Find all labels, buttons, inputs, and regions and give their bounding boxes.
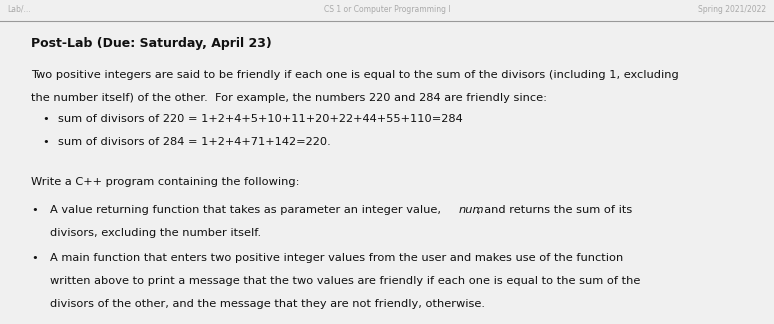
Text: •: • xyxy=(31,253,38,263)
Text: •: • xyxy=(31,205,38,215)
Text: Post-Lab (Due: Saturday, April 23): Post-Lab (Due: Saturday, April 23) xyxy=(31,37,272,50)
Text: num: num xyxy=(459,205,485,215)
Text: •: • xyxy=(43,114,50,124)
Text: sum of divisors of 220 = 1+2+4+5+10+11+20+22+44+55+110=284: sum of divisors of 220 = 1+2+4+5+10+11+2… xyxy=(58,114,463,124)
Text: Lab/...: Lab/... xyxy=(8,5,32,14)
Text: A main function that enters two positive integer values from the user and makes : A main function that enters two positive… xyxy=(50,253,624,263)
Text: CS 1 or Computer Programming I: CS 1 or Computer Programming I xyxy=(324,5,450,14)
Text: , and returns the sum of its: , and returns the sum of its xyxy=(477,205,632,215)
Text: •: • xyxy=(43,137,50,147)
Text: Write a C++ program containing the following:: Write a C++ program containing the follo… xyxy=(31,177,300,187)
Text: divisors of the other, and the message that they are not friendly, otherwise.: divisors of the other, and the message t… xyxy=(50,299,485,309)
Text: Spring 2021/2022: Spring 2021/2022 xyxy=(698,5,766,14)
Text: A value returning function that takes as parameter an integer value,: A value returning function that takes as… xyxy=(50,205,445,215)
Text: divisors, excluding the number itself.: divisors, excluding the number itself. xyxy=(50,228,262,238)
Text: written above to print a message that the two values are friendly if each one is: written above to print a message that th… xyxy=(50,276,641,286)
Text: Two positive integers are said to be friendly if each one is equal to the sum of: Two positive integers are said to be fri… xyxy=(31,70,679,80)
Text: sum of divisors of 284 = 1+2+4+71+142=220.: sum of divisors of 284 = 1+2+4+71+142=22… xyxy=(58,137,330,147)
Text: the number itself) of the other.  For example, the numbers 220 and 284 are frien: the number itself) of the other. For exa… xyxy=(31,93,547,103)
